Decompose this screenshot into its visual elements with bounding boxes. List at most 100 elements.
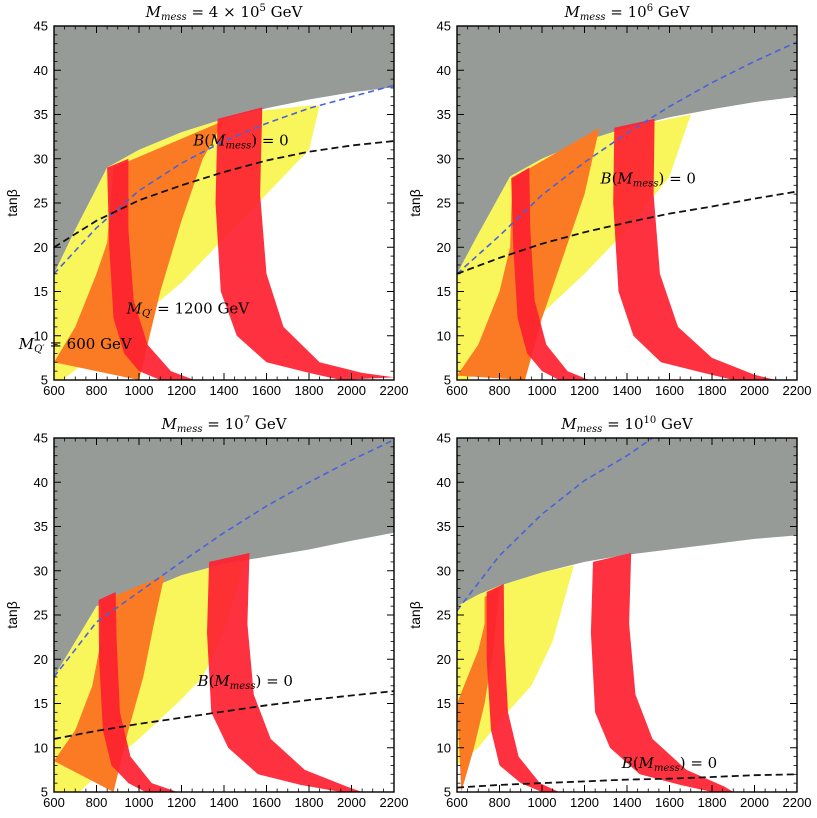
y-tick-label: 35	[437, 107, 451, 122]
y-tick-label: 40	[34, 475, 48, 490]
y-tick-label: 30	[437, 151, 451, 166]
x-tick-label: 1400	[613, 383, 642, 398]
red-band-600	[511, 167, 589, 380]
x-tick-label: 1200	[167, 383, 196, 398]
red-band-600	[107, 158, 195, 380]
plot-area	[54, 26, 394, 380]
y-tick-label: 40	[34, 63, 48, 78]
y-axis-label: tanβ	[407, 189, 423, 217]
red-band-1200	[590, 553, 734, 792]
annotation-label: MQ′ = 1200 GeV	[126, 300, 251, 320]
panel-title: Mmess = 107 GeV	[160, 415, 287, 435]
y-axis-label: tanβ	[407, 601, 423, 629]
x-tick-label: 2200	[380, 383, 409, 398]
blue-dashed-line	[54, 439, 394, 678]
plot-area	[457, 26, 797, 380]
y-tick-label: 30	[437, 563, 451, 578]
x-tick-label: 1200	[570, 795, 599, 810]
blue-dashed-line	[54, 84, 394, 275]
red-band-600	[486, 584, 559, 792]
red-band-600	[98, 592, 178, 792]
y-tick-label: 25	[34, 196, 48, 211]
y-tick-label: 35	[437, 519, 451, 534]
y-tick-label: 15	[437, 696, 451, 711]
x-tick-label: 1000	[125, 383, 154, 398]
y-tick-label: 25	[437, 196, 451, 211]
y-tick-label: 5	[41, 785, 48, 800]
x-tick-label: 1000	[528, 795, 557, 810]
annotation-label: B(Mmess) = 0	[197, 672, 293, 692]
y-tick-label: 45	[437, 19, 451, 34]
y-tick-label: 45	[34, 19, 48, 34]
blue-dashed-line	[457, 41, 797, 275]
y-tick-label: 10	[34, 740, 48, 755]
panel-title: Mmess = 1010 GeV	[560, 415, 694, 435]
x-tick-label: 2200	[380, 795, 409, 810]
x-tick-label: 2000	[740, 795, 769, 810]
x-tick-label: 1600	[252, 795, 281, 810]
x-tick-label: 1000	[125, 795, 154, 810]
plot-area	[457, 438, 797, 792]
y-tick-label: 10	[34, 328, 48, 343]
y-axis-label: tanβ	[4, 601, 20, 629]
x-tick-label: 1200	[570, 383, 599, 398]
y-tick-label: 5	[41, 373, 48, 388]
panel-mmess-1e6: Mmess = 106 GeV 600 800 1000 1200 1400 1600 18…	[407, 3, 811, 398]
y-tick-label: 10	[437, 328, 451, 343]
b-mess-zero-line	[457, 773, 797, 789]
x-tick-label: 1200	[167, 795, 196, 810]
y-tick-label: 45	[437, 431, 451, 446]
x-tick-label: 2000	[740, 383, 769, 398]
y-tick-label: 40	[437, 63, 451, 78]
x-tick-label: 1800	[698, 383, 727, 398]
y-tick-label: 15	[34, 696, 48, 711]
red-band-1200	[207, 553, 363, 792]
red-band-1200	[215, 107, 394, 380]
x-tick-label: 1000	[528, 383, 557, 398]
annotation-label: B(Mmess) = 0	[600, 170, 696, 190]
y-tick-label: 15	[437, 284, 451, 299]
x-tick-label: 1400	[613, 795, 642, 810]
x-tick-label: 2200	[783, 383, 812, 398]
x-tick-label: 800	[86, 383, 108, 398]
excluded-region	[54, 26, 394, 274]
orange-band	[54, 120, 224, 380]
blue-dashed-line	[457, 438, 653, 612]
x-tick-label: 600	[43, 383, 65, 398]
x-tick-label: 800	[86, 795, 108, 810]
y-tick-label: 30	[34, 563, 48, 578]
x-tick-label: 600	[43, 795, 65, 810]
y-tick-label: 35	[34, 519, 48, 534]
x-tick-label: 1600	[655, 383, 684, 398]
plot-area	[54, 438, 394, 792]
red-band-1200	[613, 118, 776, 380]
annotation-label: MQ′ = 600 GeV	[18, 335, 133, 355]
panel-title: Mmess = 4 × 105 GeV	[145, 3, 304, 23]
excluded-region	[457, 26, 797, 274]
panel-title: Mmess = 106 GeV	[563, 3, 690, 23]
excluded-region	[54, 438, 394, 677]
y-tick-label: 30	[34, 151, 48, 166]
x-tick-label: 2000	[337, 795, 366, 810]
b-mess-zero-line	[457, 190, 797, 275]
x-tick-label: 800	[489, 795, 511, 810]
y-tick-label: 20	[437, 652, 451, 667]
b-mess-zero-line	[54, 140, 394, 249]
panel-mmess-1e7: Mmess = 107 GeV 600 800 1000 1200 1400 1600 18…	[4, 415, 408, 810]
x-tick-label: 2200	[783, 795, 812, 810]
y-tick-label: 40	[437, 475, 451, 490]
y-tick-label: 45	[34, 431, 48, 446]
y-axis-label: tanβ	[4, 189, 20, 217]
y-tick-label: 10	[437, 740, 451, 755]
y-tick-label: 20	[437, 240, 451, 255]
panel-mmess-1e10: Mmess = 1010 GeV 600 800 1000 1200 1400 1600 1…	[407, 415, 811, 810]
y-tick-label: 5	[444, 785, 451, 800]
y-tick-label: 20	[34, 652, 48, 667]
x-tick-label: 1600	[252, 383, 281, 398]
x-tick-label: 2000	[337, 383, 366, 398]
annotation-label: B(Mmess) = 0	[621, 754, 717, 774]
annotation-label: B(Mmess) = 0	[192, 131, 288, 151]
y-tick-label: 5	[444, 373, 451, 388]
y-tick-label: 20	[34, 240, 48, 255]
